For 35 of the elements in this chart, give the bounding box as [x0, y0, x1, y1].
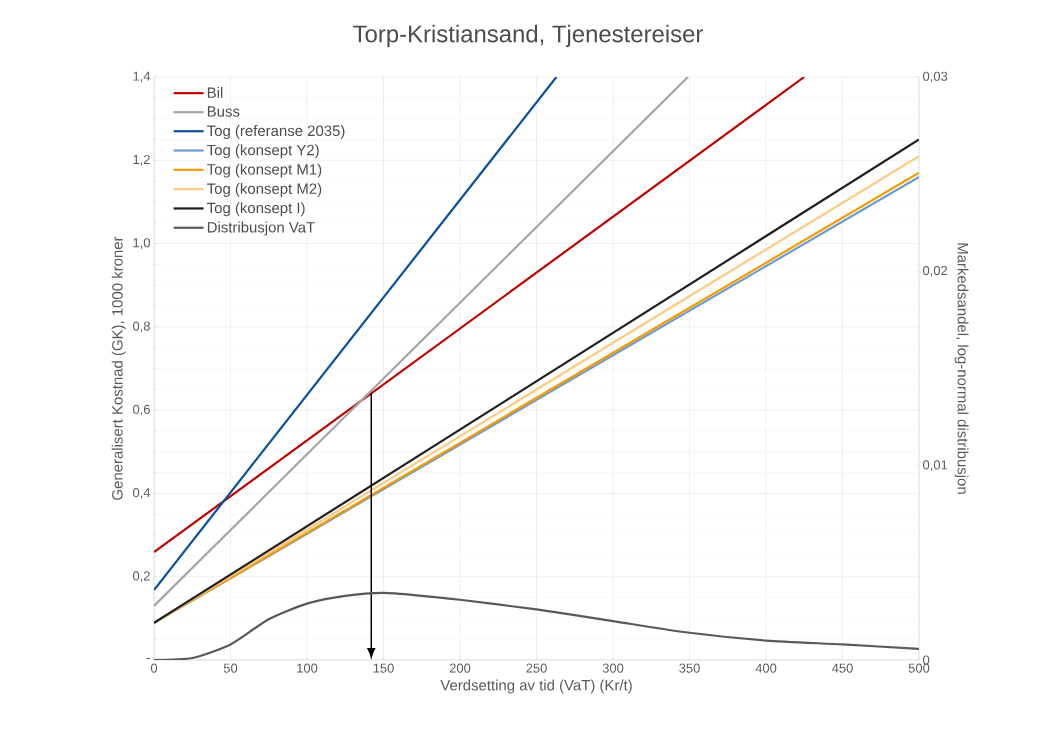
x-axis-title: Verdsetting av tid (VaT) (Kr/t): [440, 679, 632, 694]
legend-label: Tog (konsept Y2): [207, 144, 319, 159]
x-tick-label: 150: [373, 663, 394, 673]
y-axis-title: Generalisert Kostnad (GK), 1000 kroner: [111, 236, 126, 500]
x-tick-label: 50: [223, 663, 238, 673]
legend-label: Tog (konsept M2): [207, 182, 322, 197]
y2-axis-title: Markedsandel, log-normal distribusjon: [954, 243, 969, 494]
y-tick-label: 1,0: [133, 238, 150, 249]
x-tick-label: 0: [150, 663, 158, 673]
y2-tick-label: 0,01: [923, 460, 948, 471]
x-tick-label: 350: [679, 663, 700, 673]
x-tick-label: 450: [832, 663, 853, 673]
x-tick-label: 250: [526, 663, 547, 673]
y-tick-label: 0,4: [132, 488, 151, 499]
chart-title: Torp-Kristiansand, Tjenestereiser: [353, 24, 703, 48]
legend-label: Buss: [207, 106, 240, 117]
y2-tick-label: 0,02: [923, 265, 948, 277]
y-tick-label: -: [146, 658, 150, 660]
x-tick-label: 300: [602, 663, 624, 673]
y2-tick-label: 0: [923, 655, 930, 665]
x-tick-label: 200: [449, 663, 471, 673]
y2-tick-label: 0,03: [923, 71, 948, 83]
y-tick-label: 1,4: [133, 71, 151, 83]
legend-label: Tog (referanse 2035): [207, 125, 345, 139]
y-tick-label: 1,2: [133, 154, 150, 166]
x-tick-label: 400: [755, 663, 777, 673]
legend-label: Bil: [207, 86, 223, 98]
y-tick-label: 0,6: [132, 404, 150, 416]
legend-label: Tog (konsept I): [207, 202, 305, 217]
x-tick-label: 100: [297, 663, 318, 673]
legend-label: Distribusjon VaT: [207, 221, 315, 236]
x-tick-label: 500: [908, 663, 930, 673]
legend-label: Tog (konsept M1): [207, 163, 322, 178]
y-tick-label: 0,8: [132, 321, 150, 333]
y-tick-label: 0,2: [132, 571, 150, 583]
